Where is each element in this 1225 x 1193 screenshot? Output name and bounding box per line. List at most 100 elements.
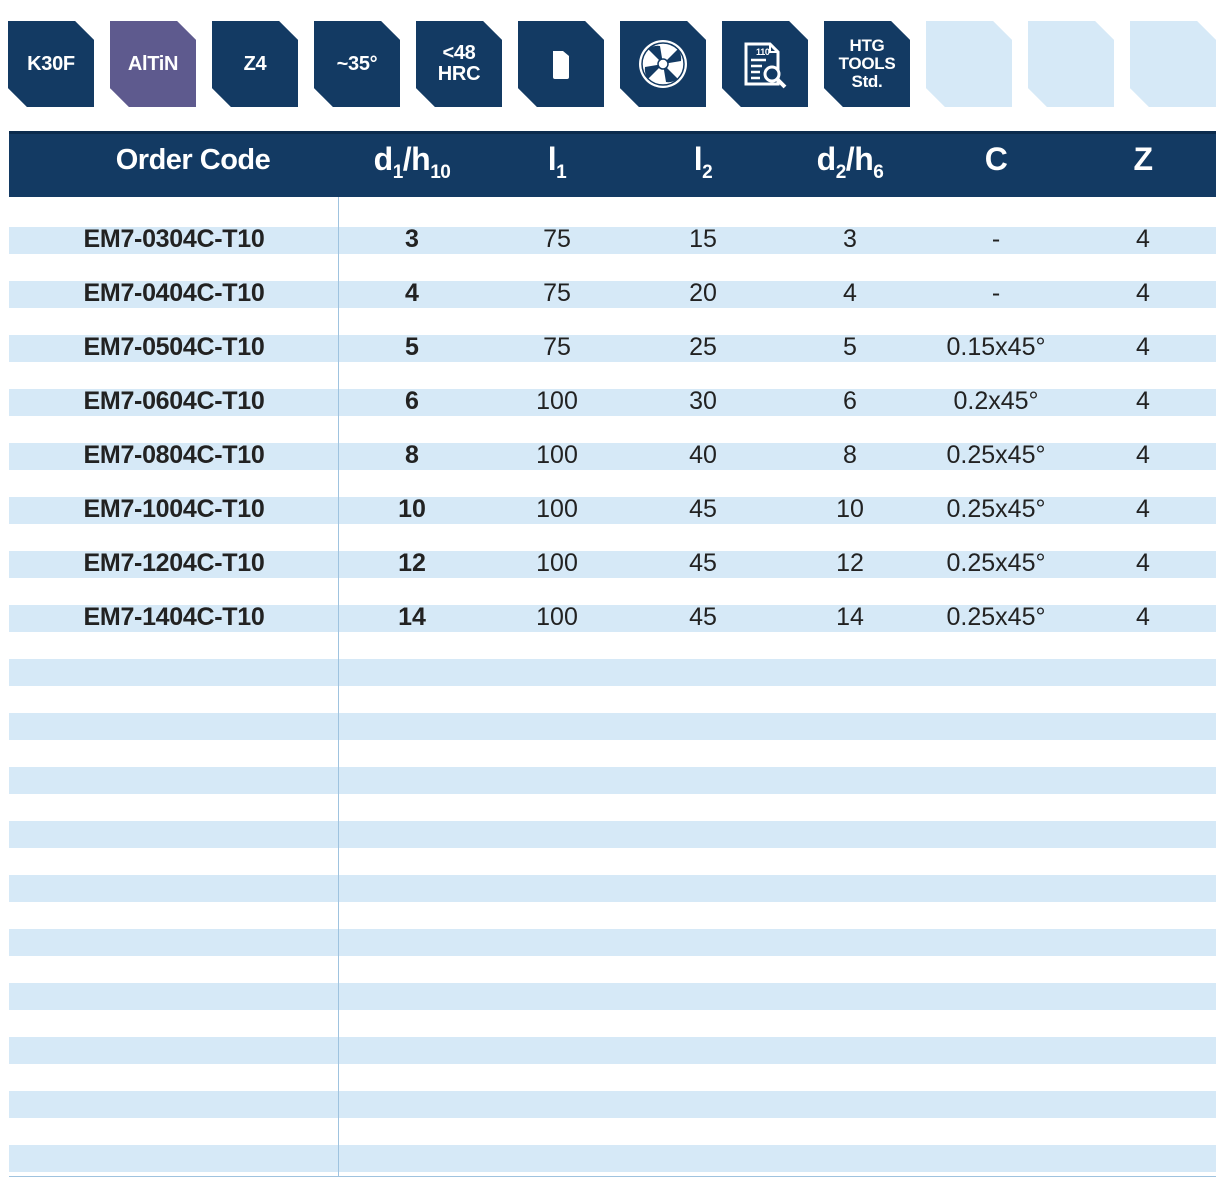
d2-cell: 10 — [836, 495, 864, 523]
d2-cell: 6 — [843, 387, 857, 415]
stripe-band — [9, 767, 1216, 794]
flute-count-cell: 4 — [1136, 279, 1150, 307]
stripe-band — [9, 983, 1216, 1010]
header-d2-h6: d2/h6 — [816, 141, 884, 183]
end-mill-cross-section-icon — [639, 40, 687, 88]
stripe-band — [9, 497, 1216, 524]
flute-count-cell: 4 — [1136, 603, 1150, 631]
helix-angle-badge: ~35° — [314, 21, 400, 107]
table-body: EM7-0304C-T10 3 75 15 3 - 4 EM7-0404C-T10 4 75 20 4… — [9, 197, 1216, 1177]
table-row: EM7-1204C-T10 12 100 45 12 0.25x45° 4 — [9, 549, 1216, 578]
stripe-band — [9, 551, 1216, 578]
d1-cell: 12 — [398, 549, 426, 577]
d1-cell: 10 — [398, 495, 426, 523]
helix-angle-badge-label: ~35° — [336, 52, 378, 75]
stripe-band — [9, 227, 1216, 254]
column-divider — [338, 197, 339, 1176]
chamfer-cell: 0.25x45° — [946, 441, 1046, 469]
table-row: EM7-0404C-T10 4 75 20 4 - 4 — [9, 279, 1216, 308]
stripe-band — [9, 443, 1216, 470]
stripe-band — [9, 713, 1216, 740]
stripe-band — [9, 335, 1216, 362]
l1-cell: 100 — [536, 387, 578, 415]
stripe-band — [9, 605, 1216, 632]
stripe-band — [9, 389, 1216, 416]
l1-cell: 100 — [536, 495, 578, 523]
table-header: Order Code d1/h10 l1 l2 d2/h6 C Z — [9, 131, 1216, 197]
chamfer-cell: 0.2x45° — [953, 387, 1039, 415]
d2-cell: 8 — [843, 441, 857, 469]
d1-cell: 5 — [405, 333, 419, 361]
stripe-band — [9, 1037, 1216, 1064]
table-row: EM7-0304C-T10 3 75 15 3 - 4 — [9, 225, 1216, 254]
d1-cell: 8 — [405, 441, 419, 469]
flute-count-cell: 4 — [1136, 333, 1150, 361]
standard-document-number: 110 — [756, 47, 770, 57]
hardness-value: <48 — [442, 42, 476, 64]
flute-count-cell: 4 — [1136, 225, 1150, 253]
stripe-band — [9, 929, 1216, 956]
table-row: EM7-0604C-T10 6 100 30 6 0.2x45° 4 — [9, 387, 1216, 416]
order-code-cell: EM7-0404C-T10 — [83, 279, 265, 307]
d1-cell: 14 — [398, 603, 426, 631]
hardness-badge: <48 HRC — [416, 21, 502, 107]
flute-count-cell: 4 — [1136, 549, 1150, 577]
d2-cell: 5 — [843, 333, 857, 361]
header-order-code: Order Code — [115, 144, 271, 176]
chamfer-cell: - — [991, 279, 1001, 307]
standard-document-badge: 110 — [722, 21, 808, 107]
order-code-cell: EM7-1004C-T10 — [83, 495, 265, 523]
d2-cell: 3 — [843, 225, 857, 253]
chamfer-cell: 0.25x45° — [946, 495, 1046, 523]
empty-badge-2 — [1028, 21, 1114, 107]
header-flute-count: Z — [1133, 141, 1153, 177]
l1-cell: 75 — [543, 279, 571, 307]
flute-count-cell: 4 — [1136, 387, 1150, 415]
order-code-table: Order Code d1/h10 l1 l2 d2/h6 C Z EM7-03… — [9, 131, 1216, 1177]
l1-cell: 75 — [543, 225, 571, 253]
header-d1-h10: d1/h10 — [373, 141, 451, 183]
feature-badge-row: K30F AlTiN Z4 ~35° <48 HRC — [0, 0, 1225, 120]
shank-badge — [518, 21, 604, 107]
empty-badge-3 — [1130, 21, 1216, 107]
order-code-cell: EM7-0504C-T10 — [83, 333, 265, 361]
header-l1: l1 — [547, 141, 567, 183]
table-row: EM7-0804C-T10 8 100 40 8 0.25x45° 4 — [9, 441, 1216, 470]
document-inspection-icon: 110 — [744, 42, 787, 89]
d2-cell: 12 — [836, 549, 864, 577]
stripe-band — [9, 1145, 1216, 1172]
htg-standard-badge: HTG TOOLS Std. — [824, 21, 910, 107]
flutes-badge-label: Z4 — [243, 52, 267, 75]
table-row: EM7-1404C-T10 14 100 45 14 0.25x45° 4 — [9, 603, 1216, 632]
chamfer-cell: 0.25x45° — [946, 549, 1046, 577]
flute-count-cell: 4 — [1136, 495, 1150, 523]
table-row: EM7-1004C-T10 10 100 45 10 0.25x45° 4 — [9, 495, 1216, 524]
l2-cell: 25 — [689, 333, 717, 361]
coating-badge: AlTiN — [110, 21, 196, 107]
order-code-cell: EM7-1204C-T10 — [83, 549, 265, 577]
chamfer-cell: - — [991, 225, 1001, 253]
material-badge-label: K30F — [27, 52, 75, 75]
l1-cell: 100 — [536, 603, 578, 631]
htg-line3: Std. — [851, 71, 883, 91]
l2-cell: 20 — [689, 279, 717, 307]
stripe-band — [9, 281, 1216, 308]
d1-cell: 4 — [405, 279, 419, 307]
htg-line1: HTG — [849, 36, 885, 56]
order-code-cell: EM7-0304C-T10 — [83, 225, 265, 253]
chamfer-cell: 0.15x45° — [946, 333, 1046, 361]
flute-count-cell: 4 — [1136, 441, 1150, 469]
stripe-band — [9, 875, 1216, 902]
header-l2: l2 — [693, 141, 713, 183]
header-chamfer: C — [984, 141, 1008, 177]
cylindrical-shank-icon — [553, 51, 569, 79]
l1-cell: 75 — [543, 333, 571, 361]
material-badge: K30F — [8, 21, 94, 107]
order-code-cell: EM7-0804C-T10 — [83, 441, 265, 469]
empty-badge-1 — [926, 21, 1012, 107]
stripe-band — [9, 821, 1216, 848]
flutes-badge: Z4 — [212, 21, 298, 107]
d1-cell: 6 — [405, 387, 419, 415]
order-code-cell: EM7-1404C-T10 — [83, 603, 265, 631]
coating-badge-label: AlTiN — [127, 52, 179, 75]
